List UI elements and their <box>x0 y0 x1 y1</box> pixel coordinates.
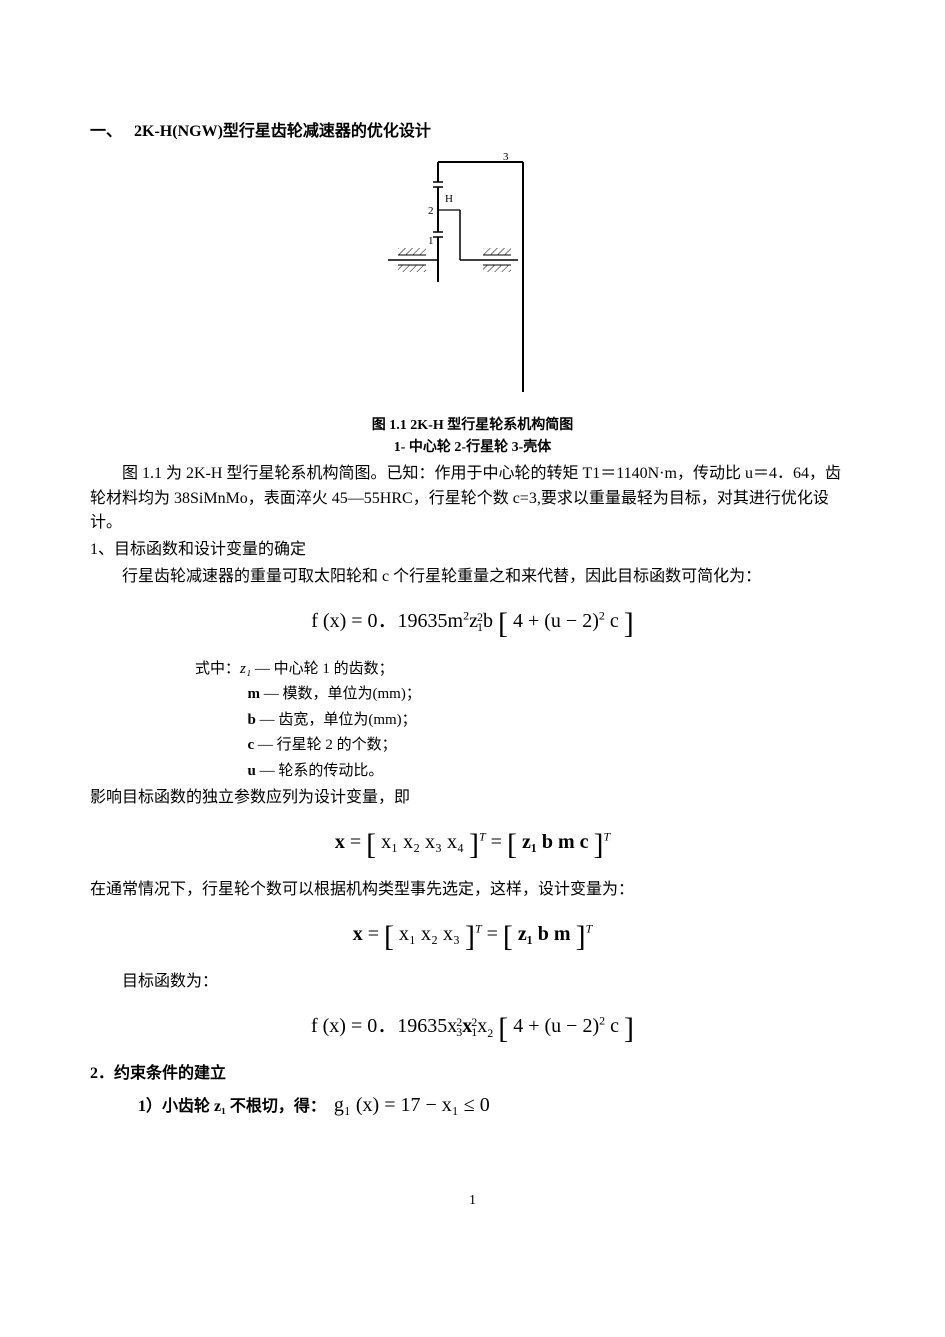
eq3-lbrack2: [ <box>503 920 513 953</box>
eq4-x2-sub: 2 <box>487 1026 493 1040</box>
eq2-rbrack2: ] <box>594 828 604 861</box>
eq2-lbrack2: [ <box>507 828 517 861</box>
eq3-lhs: x <box>353 923 363 945</box>
section-1-para: 行星齿轮减速器的重量可取太阳轮和 c 个行星轮重量之和来代替，因此目标函数可简化… <box>90 565 855 590</box>
eq1-inner-post: c <box>605 610 619 632</box>
eq1-rbrack: ] <box>624 607 634 640</box>
eq1-lbrack: [ <box>498 607 508 640</box>
legend-desc-3: — 行星轮 2 的个数； <box>254 737 397 753</box>
eq4-rbrack: ] <box>624 1012 634 1045</box>
legend-sym-1: m <box>248 686 261 702</box>
constraint-1: 1）小齿轮 z₁ 不根切，得： g₁ (x) = 17 − x₁ ≤ 0 <box>138 1090 855 1120</box>
legend-sym-4: u <box>248 763 256 779</box>
eq3-inside2: z₁ b m <box>518 923 576 945</box>
para-preset: 在通常情况下，行星轮个数可以根据机构类型事先选定，这样，设计变量为： <box>90 878 855 903</box>
eq3-T2: T <box>586 921 593 935</box>
diagram-label-2: 2 <box>428 205 434 217</box>
para-objective: 目标函数为： <box>90 970 855 995</box>
eq2-T1: T <box>479 829 486 843</box>
eq2-inside2: z₁ b m c <box>522 831 589 853</box>
eq3-rbrack2: ] <box>576 920 586 953</box>
eq2-lbrack1: [ <box>366 828 376 861</box>
legend-sym-0: z₁ <box>240 661 251 677</box>
para-design-vars: 影响目标函数的独立参数应列为设计变量，即 <box>90 786 855 811</box>
figure-caption: 图 1.1 2K-H 型行星轮系机构简图 1- 中心轮 2-行星轮 3-壳体 <box>90 415 855 460</box>
figure-caption-line1: 图 1.1 2K-H 型行星轮系机构简图 <box>372 418 573 433</box>
constraint-1-text: 1）小齿轮 z₁ 不根切，得： <box>138 1098 326 1115</box>
eq2-T2: T <box>604 829 611 843</box>
eq1-lhs: f (x) = 0．19635m <box>311 610 463 632</box>
diagram-svg: 1 2 H 3 <box>388 152 558 397</box>
intro-paragraph: 图 1.1 为 2K-H 型行星轮系机构简图。已知：作用于中心轮的转矩 T1＝1… <box>90 462 855 536</box>
eq4-inner-pre: 4 + (u − 2) <box>513 1015 599 1037</box>
section-1-heading: 1、目标函数和设计变量的确定 <box>90 538 855 563</box>
eq3-T1: T <box>475 921 482 935</box>
eq4-lhs: f (x) = 0．19635x <box>311 1015 457 1037</box>
symbol-legend: 式中：z₁ — 中心轮 1 的齿数； m — 模数，单位为(mm)； b — 齿… <box>195 657 855 785</box>
eq2-lhs: x <box>335 831 345 853</box>
eq4-lbrack: [ <box>498 1012 508 1045</box>
legend-desc-0: — 中心轮 1 的齿数； <box>251 661 394 677</box>
legend-sym-2: b <box>248 712 256 728</box>
equation-3: x = [ x₁ x₂ x₃ ]T = [ z₁ b m ]T <box>90 917 855 956</box>
eq3-rbrack1: ] <box>465 920 475 953</box>
eq3-lbrack1: [ <box>384 920 394 953</box>
section-title: 一、 2K-H(NGW)型行星齿轮减速器的优化设计 <box>90 120 855 144</box>
equation-4: f (x) = 0．19635x23x21x2 [ 4 + (u − 2)2 c… <box>90 1009 855 1048</box>
equation-2: x = [ x₁ x₂ x₃ x₄ ]T = [ z₁ b m c ]T <box>90 825 855 864</box>
mechanism-diagram: 1 2 H 3 <box>90 152 855 405</box>
eq1-inner-pre: 4 + (u − 2) <box>513 610 599 632</box>
eq3-eq: = <box>487 923 503 945</box>
eq2-inside1: x₁ x₂ x₃ x₄ <box>381 831 464 853</box>
equation-5: g₁ (x) = 17 − x₁ ≤ 0 <box>334 1094 490 1116</box>
title-prefix: 一、 <box>90 123 122 140</box>
legend-desc-4: — 轮系的传动比。 <box>256 763 384 779</box>
eq2-rbrack1: ] <box>469 828 479 861</box>
diagram-label-H: H <box>445 193 453 205</box>
figure-caption-line2: 1- 中心轮 2-行星轮 3-壳体 <box>394 440 552 455</box>
diagram-label-3: 3 <box>503 152 509 163</box>
page-number: 1 <box>90 1190 855 1211</box>
eq1-b: b <box>483 610 493 632</box>
equation-1: f (x) = 0．19635m2z21b [ 4 + (u − 2)2 c ] <box>90 604 855 643</box>
legend-desc-1: — 模数，单位为(mm)； <box>260 686 421 702</box>
title-text: 2K-H(NGW)型行星齿轮减速器的优化设计 <box>134 123 431 140</box>
diagram-label-1: 1 <box>428 235 434 247</box>
eq4-x2: x <box>477 1015 487 1037</box>
legend-desc-2: — 齿宽，单位为(mm)； <box>256 712 417 728</box>
eq4-inner-post: c <box>605 1015 619 1037</box>
eq3-inside1: x₁ x₂ x₃ <box>399 923 465 945</box>
section-2-heading: 2．约束条件的建立 <box>90 1062 855 1086</box>
legend-intro: 式中： <box>195 661 240 677</box>
eq2-eq: = <box>491 831 507 853</box>
